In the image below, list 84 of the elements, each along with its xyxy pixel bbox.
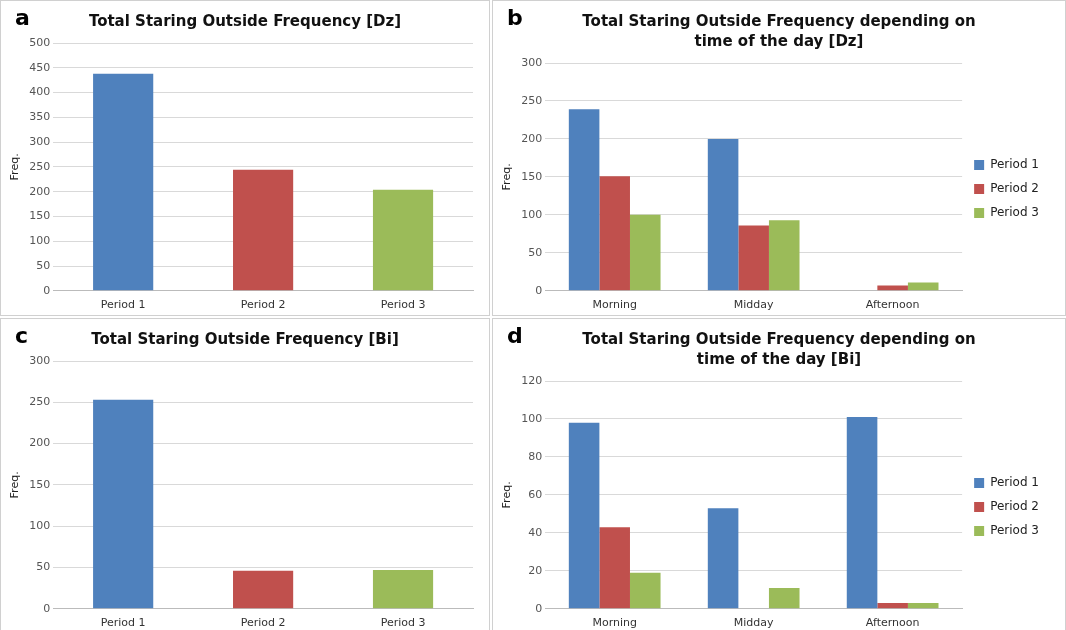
y-tick-label: 0 xyxy=(535,601,543,615)
bar xyxy=(768,587,800,609)
y-tick-label: 100 xyxy=(29,234,51,248)
y-tick-label: 250 xyxy=(29,395,51,409)
y-axis-title: Freq. xyxy=(8,153,22,181)
y-tick-label: 0 xyxy=(43,601,51,615)
y-tick-label: 300 xyxy=(29,134,51,148)
bar xyxy=(707,138,739,291)
y-tick-label: 60 xyxy=(528,487,543,501)
x-tick-label: Afternoon xyxy=(865,616,920,630)
bar xyxy=(877,285,908,291)
legend-label: Period 3 xyxy=(990,523,1040,538)
y-tick-label: 350 xyxy=(29,110,51,124)
bar xyxy=(233,169,294,291)
y-tick-label: 100 xyxy=(521,411,543,425)
bar xyxy=(568,109,600,291)
y-tick-label: 100 xyxy=(521,207,543,221)
y-axis-title: Freq. xyxy=(8,471,22,499)
y-tick-label: 200 xyxy=(29,184,51,198)
y-tick-label: 50 xyxy=(528,245,543,259)
y-tick-label: 200 xyxy=(29,436,51,450)
x-tick-label: Period 1 xyxy=(100,298,146,312)
legend-label: Period 1 xyxy=(990,157,1040,172)
bar xyxy=(599,176,630,291)
legend-label: Period 2 xyxy=(990,181,1040,196)
x-tick-label: Period 3 xyxy=(380,298,426,312)
x-tick-label: Midday xyxy=(733,298,775,312)
bar xyxy=(629,214,661,291)
y-axis-title: Freq. xyxy=(500,163,514,191)
bar xyxy=(907,282,939,291)
x-tick-label: Afternoon xyxy=(865,298,920,312)
y-tick-label: 100 xyxy=(29,519,51,533)
y-tick-label: 200 xyxy=(521,131,543,145)
y-tick-label: 300 xyxy=(29,353,51,367)
y-tick-label: 50 xyxy=(36,258,51,272)
chart-title: Total Staring Outside Frequency depending on time of the day [Bi] xyxy=(581,329,977,369)
chart-title: Total Staring Outside Frequency depending on time of the day [Dz] xyxy=(581,11,977,51)
bar xyxy=(372,569,434,609)
bar xyxy=(707,508,739,609)
bar xyxy=(93,73,154,291)
y-tick-label: 150 xyxy=(521,169,543,183)
bar xyxy=(233,570,294,609)
y-tick-label: 250 xyxy=(521,93,543,107)
bar xyxy=(93,399,154,609)
text: d xyxy=(507,323,523,348)
y-tick-label: 0 xyxy=(535,283,543,297)
y-tick-label: 80 xyxy=(528,449,543,463)
y-tick-label: 20 xyxy=(528,563,543,577)
text: c xyxy=(15,323,29,348)
x-tick-label: Morning xyxy=(592,616,637,630)
bar xyxy=(846,417,878,609)
bar xyxy=(768,220,800,291)
y-tick-label: 400 xyxy=(29,85,51,99)
y-tick-label: 250 xyxy=(29,159,51,173)
x-tick-label: Morning xyxy=(592,298,637,312)
x-tick-label: Period 2 xyxy=(240,616,286,630)
bar xyxy=(907,603,939,609)
legend-label: Period 1 xyxy=(990,475,1040,490)
text: a xyxy=(15,5,30,30)
y-tick-label: 0 xyxy=(43,283,51,297)
legend-label: Period 2 xyxy=(990,499,1040,514)
y-tick-label: 50 xyxy=(36,560,51,574)
bar xyxy=(738,225,769,291)
bar xyxy=(372,189,434,291)
y-tick-label: 120 xyxy=(521,373,543,387)
y-tick-label: 150 xyxy=(29,209,51,223)
y-tick-label: 300 xyxy=(521,55,543,69)
bar xyxy=(568,422,600,609)
y-tick-label: 150 xyxy=(29,477,51,491)
x-tick-label: Period 3 xyxy=(380,616,426,630)
x-tick-label: Midday xyxy=(733,616,775,630)
text: b xyxy=(507,5,523,30)
y-axis-title: Freq. xyxy=(500,481,514,509)
y-tick-label: 450 xyxy=(29,60,51,74)
chart-title: Total Staring Outside Frequency [Dz] xyxy=(87,11,403,31)
x-tick-label: Period 2 xyxy=(240,298,286,312)
chart-title: Total Staring Outside Frequency [Bi] xyxy=(90,329,400,349)
bar xyxy=(877,603,908,609)
x-tick-label: Period 1 xyxy=(100,616,146,630)
legend-label: Period 3 xyxy=(990,205,1040,220)
y-tick-label: 40 xyxy=(528,525,543,539)
bar xyxy=(599,527,630,609)
bar xyxy=(629,572,661,609)
y-tick-label: 500 xyxy=(29,35,51,49)
